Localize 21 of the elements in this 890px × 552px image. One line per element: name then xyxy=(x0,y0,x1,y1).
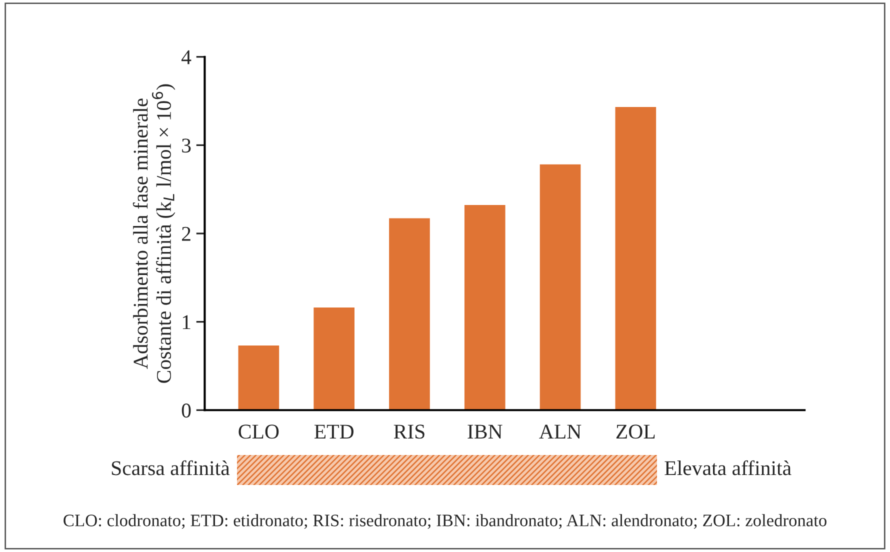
y-tick-label: 3 xyxy=(182,138,191,153)
x-tick-label: ZOL xyxy=(616,424,655,439)
bar xyxy=(463,204,507,410)
x-tick-label: RIS xyxy=(394,424,424,439)
y-tick-label: 0 xyxy=(182,404,191,418)
x-tick-label: CLO xyxy=(238,424,279,439)
text: Elevata affinità xyxy=(664,460,792,476)
x-tick-label: IBN xyxy=(468,424,502,439)
bar xyxy=(538,163,582,410)
text: CLO: clodronato; ETD: etidronato; RIS: risedronato; IBN: ibandronato; ALN: alendronato; ZOL: zoledronato xyxy=(64,514,826,529)
bar xyxy=(236,344,280,410)
x-tick-label: ETD xyxy=(314,424,354,439)
x-tick-label: ALN xyxy=(539,424,582,438)
y-axis-title: Adsorbimento alla fase minerale Costante di affinità (k$_{L}$ l/mol × 10$^{6}$) xyxy=(132,84,176,383)
bar xyxy=(388,216,432,410)
bar xyxy=(614,106,658,410)
y-tick-label: 1 xyxy=(182,315,190,330)
text: Scarsa affinità xyxy=(112,460,230,476)
bar xyxy=(312,306,356,410)
y-tick-label: 2 xyxy=(182,226,190,241)
y-tick-label: 4 xyxy=(181,50,192,64)
